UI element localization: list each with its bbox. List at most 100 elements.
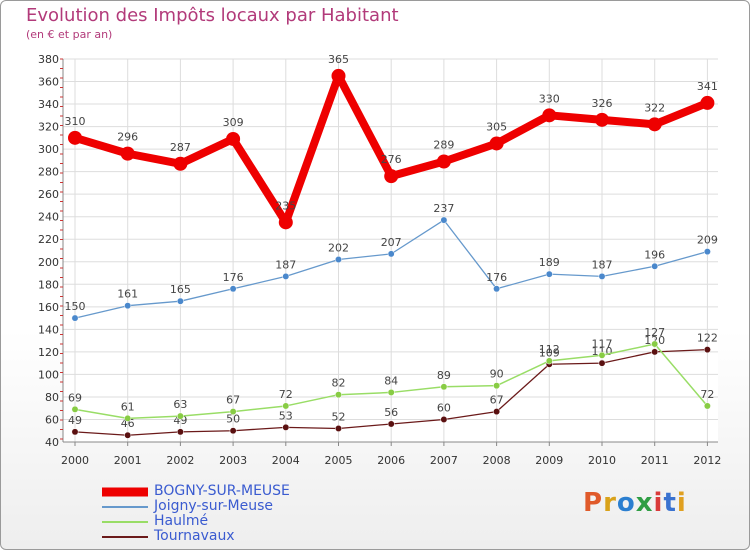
data-point [387,420,395,428]
proxiti-logo: Proxiti [583,488,687,518]
y-tick-label: 60 [45,413,59,426]
data-point [173,156,188,171]
data-label: 61 [121,400,135,413]
data-label: 67 [226,394,240,407]
data-point [493,382,501,390]
data-label: 52 [332,410,346,423]
data-point [331,68,346,83]
x-tick-label: 2006 [377,454,405,467]
data-point [176,297,184,305]
data-point [595,112,609,127]
data-label: 117 [592,337,613,350]
data-label: 326 [592,97,613,110]
data-point [700,95,715,110]
data-label: 276 [381,153,402,166]
data-point [703,248,711,256]
y-tick-label: 240 [38,211,59,224]
data-point [387,250,395,258]
data-label: 322 [644,101,665,114]
data-point [493,408,501,416]
legend-label: Tournavaux [154,528,235,544]
legend-swatch [102,521,148,523]
data-label: 112 [539,343,560,356]
data-label: 50 [226,413,240,426]
data-point [542,108,557,123]
data-label: 289 [433,139,454,152]
data-label: 310 [65,115,86,128]
data-point [71,405,79,413]
data-point [71,428,79,436]
data-label: 202 [328,242,349,255]
data-point [440,383,448,391]
data-point [651,348,659,356]
data-label: 187 [592,258,613,271]
data-point [651,340,659,348]
data-point [703,402,711,410]
data-label: 69 [68,391,82,404]
data-point [647,117,662,132]
x-tick-label: 2001 [114,454,142,467]
x-tick-label: 2007 [430,454,458,467]
data-label: 84 [384,374,398,387]
data-point [68,130,82,145]
data-point [120,146,135,161]
data-label: 330 [539,92,560,105]
data-label: 196 [644,248,665,261]
data-point [440,416,448,423]
data-point [440,216,448,224]
data-label: 109 [539,346,560,359]
y-tick-label: 120 [38,346,59,359]
data-point [436,154,451,169]
data-point [282,423,290,431]
data-point [545,270,553,278]
y-tick-label: 260 [38,188,59,201]
data-label: 82 [332,377,346,390]
data-label: 63 [173,398,187,411]
legend-swatch [102,506,148,508]
data-point [176,412,184,420]
data-label: 60 [437,401,451,414]
x-tick-label: 2003 [219,454,247,467]
data-point [703,346,711,354]
data-point [598,351,606,359]
data-point [335,256,342,263]
data-label: 49 [173,414,187,427]
data-label: 287 [170,141,191,154]
logo-letter: i [676,488,687,518]
legend-label: Haulmé [154,513,209,529]
data-label: 189 [539,256,560,269]
data-point [335,391,342,399]
data-point [282,272,290,280]
data-point [71,314,79,322]
logo-letter: P [583,488,604,518]
legend-label: BOGNY-SUR-MEUSE [154,483,290,499]
y-tick-label: 200 [38,256,59,269]
y-tick-label: 280 [38,166,59,179]
y-tick-label: 100 [38,368,59,381]
data-label: 296 [117,131,138,144]
y-tick-label: 360 [38,76,59,89]
x-tick-label: 2004 [272,454,300,467]
data-label: 207 [381,236,402,249]
y-tick-label: 340 [38,98,59,111]
x-tick-label: 2005 [325,454,353,467]
data-point [124,302,132,310]
data-label: 165 [170,283,191,296]
data-label: 237 [433,202,454,215]
y-tick-label: 160 [38,301,59,314]
logo-letter: o [616,488,636,518]
x-tick-label: 2008 [483,454,511,467]
data-point [651,262,659,270]
y-tick-label: 320 [38,121,59,134]
data-point [387,388,395,396]
y-tick-label: 40 [45,436,59,449]
data-label: 46 [121,417,135,430]
data-label: 49 [68,414,82,427]
data-label: 305 [486,120,507,133]
data-point [335,425,342,432]
data-label: 176 [223,271,244,284]
data-point [124,431,132,439]
data-label: 53 [279,409,293,422]
x-tick-label: 2010 [588,454,616,467]
data-label: 161 [117,288,138,301]
